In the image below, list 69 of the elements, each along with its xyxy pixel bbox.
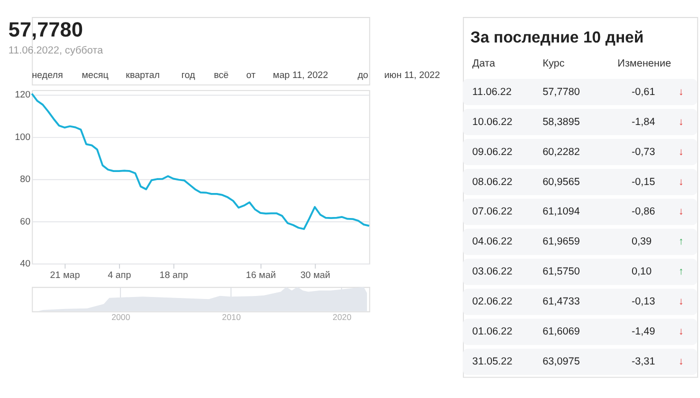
text: -3,31 <box>632 356 656 368</box>
text: 57,7780 <box>542 86 580 98</box>
text: всё <box>214 70 229 80</box>
text: ↑ <box>678 266 684 278</box>
text: -0,13 <box>632 296 656 308</box>
text: 61,5750 <box>542 266 580 278</box>
text: 61,1094 <box>542 206 580 218</box>
text: 09.06.22 <box>472 146 512 158</box>
text: 61,9659 <box>542 236 580 248</box>
text: неделя <box>32 70 63 80</box>
y-tick-label: 40 <box>20 258 30 269</box>
text: 11.06.22 <box>472 86 512 98</box>
y-tick-label: 120 <box>14 90 30 100</box>
text: 60,9565 <box>542 176 580 188</box>
y-tick-label: 100 <box>14 132 30 142</box>
x-tick-label: 2010 <box>222 312 242 322</box>
text: 02.06.22 <box>472 296 512 308</box>
chart-subtitle: 11.06.2022, суббота <box>8 46 104 57</box>
x-tick-label: 30 май <box>300 270 330 280</box>
text: -1,49 <box>632 326 656 338</box>
text: 31.05.22 <box>472 356 512 368</box>
text: ↓ <box>678 176 684 188</box>
text: -0,73 <box>632 146 656 158</box>
x-tick-label: 2020 <box>332 312 352 322</box>
text: ↓ <box>678 206 684 218</box>
text: 0,39 <box>632 236 652 248</box>
text: За последние 10 дней <box>470 29 644 46</box>
text: ↓ <box>678 326 684 338</box>
category-label: Изменение <box>618 58 672 70</box>
text: 01.06.22 <box>472 326 512 338</box>
text: 63,0975 <box>542 356 580 368</box>
x-tick-label: 4 апр <box>108 270 132 280</box>
x-tick-label: 18 апр <box>160 270 188 280</box>
text: до <box>358 70 368 80</box>
text: 10.06.22 <box>472 116 512 128</box>
text: -0,86 <box>632 206 656 218</box>
text: месяц <box>82 70 110 80</box>
text: год <box>181 70 196 80</box>
text: ↓ <box>678 86 684 98</box>
text: 04.06.22 <box>472 236 512 248</box>
text: 07.06.22 <box>472 206 512 218</box>
category-label: Дата <box>472 58 496 70</box>
text: -0,61 <box>632 86 656 98</box>
text: ↓ <box>678 356 684 368</box>
x-tick-label: 16 май <box>246 270 276 280</box>
line-series <box>30 92 370 230</box>
text: квартал <box>126 70 160 80</box>
text: от <box>246 70 256 80</box>
text: 58,3895 <box>542 116 580 128</box>
text: ↑ <box>678 236 684 248</box>
text: 08.06.22 <box>472 176 512 188</box>
text: 03.06.22 <box>472 266 512 278</box>
text: -1,84 <box>632 116 656 128</box>
text: 61,6069 <box>542 326 580 338</box>
y-tick-label: 80 <box>20 174 30 184</box>
x-tick-label: 21 мар <box>50 270 80 280</box>
chart-title: 57,7780 <box>8 18 83 42</box>
text: ↓ <box>678 146 684 158</box>
text: 61,4733 <box>542 296 580 308</box>
y-tick-label: 60 <box>20 216 30 226</box>
x-tick-label: 2000 <box>111 312 130 322</box>
text: мар 11, 2022 <box>272 70 328 80</box>
text: 0,10 <box>632 266 652 278</box>
category-label: Курс <box>542 58 564 70</box>
text: 60,2282 <box>542 146 580 158</box>
text: -0,15 <box>632 176 656 188</box>
text: ↓ <box>678 296 684 308</box>
text: июн 11, 2022 <box>384 70 440 80</box>
text: ↓ <box>678 116 684 128</box>
